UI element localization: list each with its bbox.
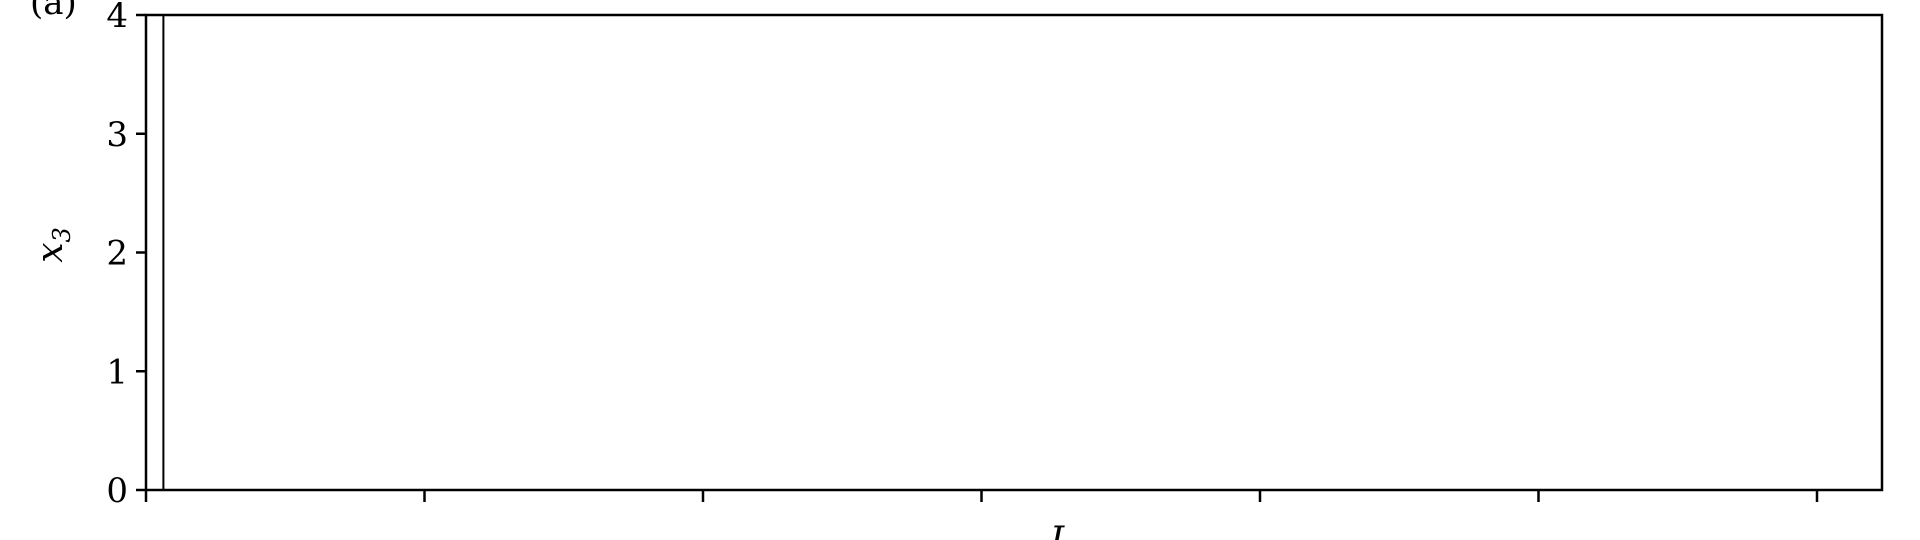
- y-tick-label-1: 1: [106, 352, 128, 392]
- y-axis-label: x3: [30, 227, 76, 263]
- y-axis-label-main: x: [30, 242, 71, 262]
- y-tick-label-0: 0: [106, 471, 128, 511]
- x-axis-label: L: [1049, 520, 1074, 540]
- x-axis-ticks: [144, 490, 1819, 502]
- y-tick-label-2: 2: [106, 234, 128, 274]
- y-axis-label-sub: 3: [48, 227, 76, 242]
- plot-border: [144, 13, 1884, 492]
- panel-label: (a): [30, 0, 77, 23]
- y-axis-ticks: 0 1 2 3 4: [106, 0, 146, 511]
- y-tick-label-4: 4: [106, 0, 128, 36]
- plot-frame: [144, 13, 1884, 492]
- svg-text:x3: x3: [30, 227, 76, 263]
- y-tick-label-3: 3: [106, 115, 128, 155]
